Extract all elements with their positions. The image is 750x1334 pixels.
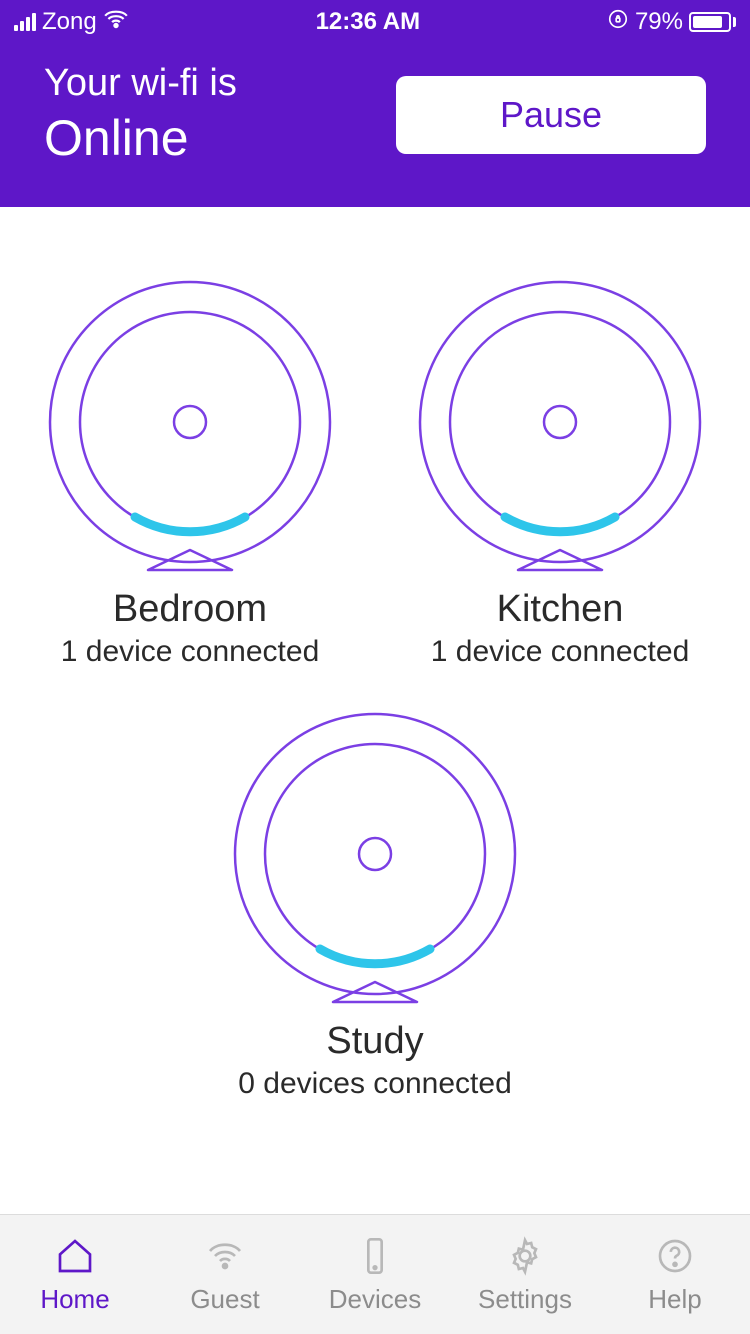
tab-home[interactable]: Home xyxy=(0,1215,150,1334)
status-left: Zong xyxy=(14,6,129,39)
tab-label: Help xyxy=(648,1284,701,1315)
devices-icon xyxy=(353,1234,397,1278)
guest-wifi-icon xyxy=(203,1234,247,1278)
tab-help[interactable]: Help xyxy=(600,1215,750,1334)
device-name: Kitchen xyxy=(405,588,715,631)
carrier-label: Zong xyxy=(42,8,97,36)
device-subtitle: 0 devices connected xyxy=(220,1067,530,1101)
wifi-icon xyxy=(103,6,129,39)
tab-label: Guest xyxy=(190,1284,259,1315)
tab-label: Devices xyxy=(329,1284,421,1315)
device-name: Study xyxy=(220,1020,530,1063)
wifi-status-line1: Your wi-fi is xyxy=(44,62,237,105)
help-icon xyxy=(653,1234,697,1278)
wifi-pod-icon xyxy=(410,277,710,577)
rotation-lock-icon xyxy=(607,8,629,37)
status-bar: Zong 12:36 AM 79% xyxy=(0,0,750,44)
device-name: Bedroom xyxy=(35,588,345,631)
wifi-status-line2: Online xyxy=(44,109,237,167)
device-subtitle: 1 device connected xyxy=(405,635,715,669)
device-card[interactable]: Bedroom 1 device connected xyxy=(35,277,345,669)
tab-settings[interactable]: Settings xyxy=(450,1215,600,1334)
home-icon xyxy=(53,1234,97,1278)
header: Your wi-fi is Online Pause xyxy=(0,44,750,207)
tab-label: Home xyxy=(40,1284,109,1315)
device-card[interactable]: Kitchen 1 device connected xyxy=(405,277,715,669)
tab-bar: Home Guest Devices Setting xyxy=(0,1214,750,1334)
wifi-pod-icon xyxy=(40,277,340,577)
wifi-pod-icon xyxy=(225,709,525,1009)
device-grid: Bedroom 1 device connected Kitchen 1 dev… xyxy=(0,207,750,1101)
settings-icon xyxy=(503,1234,547,1278)
cellular-signal-icon xyxy=(14,13,36,31)
device-subtitle: 1 device connected xyxy=(35,635,345,669)
pause-button[interactable]: Pause xyxy=(396,76,706,154)
tab-label: Settings xyxy=(478,1284,572,1315)
tab-devices[interactable]: Devices xyxy=(300,1215,450,1334)
battery-percent: 79% xyxy=(635,8,683,36)
device-card[interactable]: Study 0 devices connected xyxy=(220,709,530,1101)
tab-guest[interactable]: Guest xyxy=(150,1215,300,1334)
status-right: 79% xyxy=(607,8,736,37)
wifi-status-text: Your wi-fi is Online xyxy=(44,62,237,167)
battery-icon xyxy=(689,12,736,32)
status-time: 12:36 AM xyxy=(316,8,420,36)
